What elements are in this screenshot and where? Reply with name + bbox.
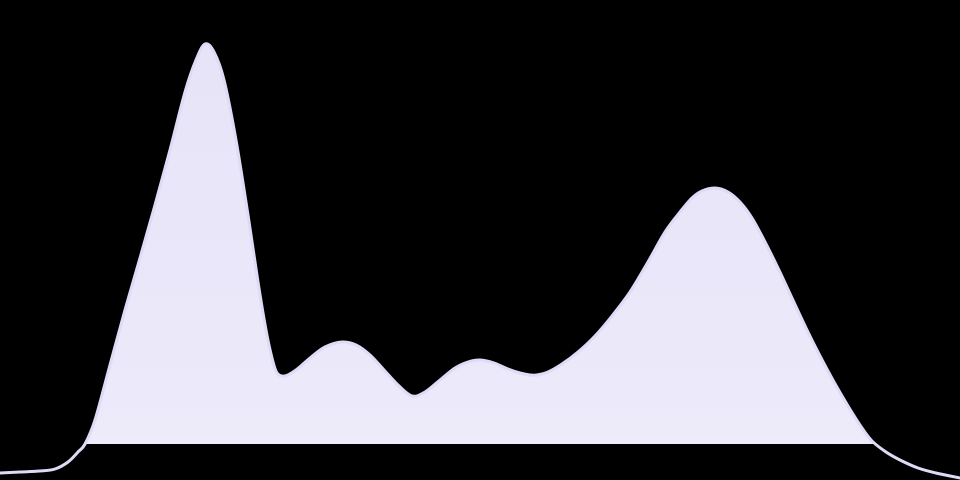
density-curve-stroke bbox=[0, 42, 960, 480]
density-area-fill bbox=[0, 43, 960, 444]
area-fill-group bbox=[0, 43, 960, 444]
